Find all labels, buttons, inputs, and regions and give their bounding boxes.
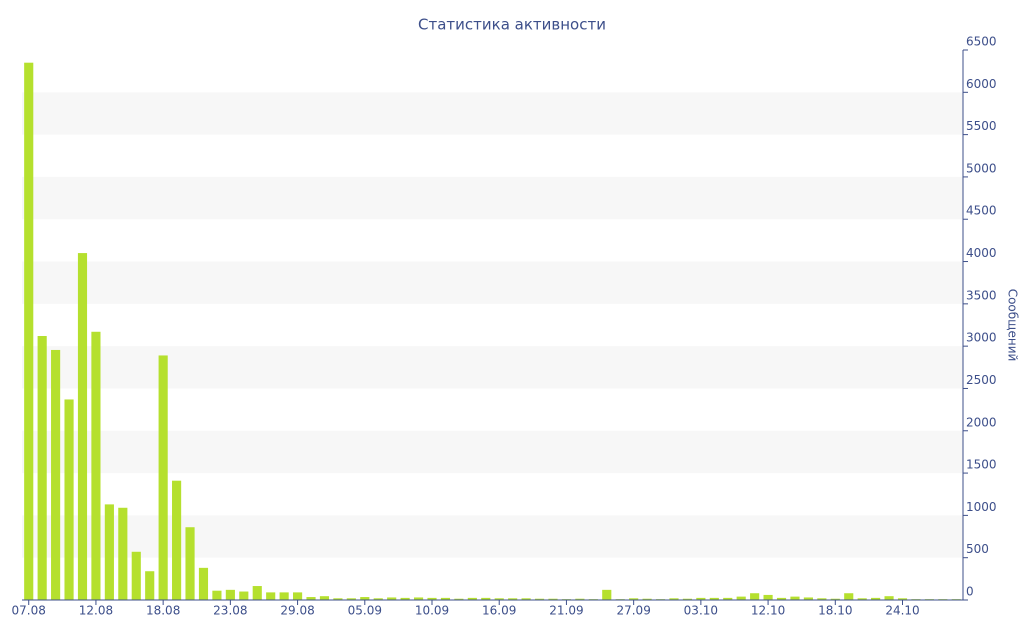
y-tick-label: 3500 <box>966 288 997 302</box>
x-tick-label: 07.08 <box>12 604 46 618</box>
bar <box>24 62 34 600</box>
x-tick-label: 18.10 <box>818 604 852 618</box>
y-tick-label: 4500 <box>966 204 997 218</box>
x-tick-label: 12.08 <box>79 604 113 618</box>
x-tick-label: 03.10 <box>684 604 718 618</box>
bar <box>333 598 343 600</box>
x-tick-label: 05.09 <box>348 604 382 618</box>
bar <box>696 597 706 600</box>
bar <box>37 336 47 600</box>
grid-band <box>22 261 963 304</box>
bar <box>830 598 840 600</box>
bar <box>709 597 719 600</box>
y-tick-label: 2000 <box>966 415 997 429</box>
bar <box>387 597 397 600</box>
bar <box>494 598 504 600</box>
bar <box>198 567 209 600</box>
bar <box>481 597 491 600</box>
bar <box>508 598 518 600</box>
bar <box>871 597 881 600</box>
y-tick-label: 5500 <box>966 119 997 133</box>
y-tick-label: 4000 <box>966 246 997 260</box>
y-tick-label: 5000 <box>966 161 997 175</box>
bar <box>64 399 74 600</box>
bar <box>266 592 276 600</box>
bar <box>131 551 141 600</box>
bar <box>467 597 477 600</box>
bar <box>118 507 128 600</box>
bar <box>736 596 746 600</box>
x-tick-label: 24.10 <box>885 604 919 618</box>
bar <box>682 598 692 600</box>
x-tick-label: 29.08 <box>280 604 314 618</box>
bar <box>857 598 867 600</box>
x-tick-label: 21.09 <box>549 604 583 618</box>
y-tick-label: 6000 <box>966 77 997 91</box>
y-tick-label: 500 <box>966 542 989 556</box>
bar <box>145 571 155 600</box>
bar <box>440 597 451 600</box>
grid-band <box>22 92 963 135</box>
x-tick-label: 18.08 <box>146 604 180 618</box>
bar <box>642 598 652 600</box>
bar <box>51 349 61 600</box>
x-tick-label: 10.09 <box>415 604 449 618</box>
bar <box>306 597 316 600</box>
bar <box>158 355 168 600</box>
x-tick-label: 16.09 <box>482 604 516 618</box>
bar <box>454 598 464 600</box>
bar <box>400 597 410 600</box>
grid-band <box>22 346 963 389</box>
y-tick-label: 3000 <box>966 331 997 345</box>
bar <box>319 596 330 600</box>
bar <box>427 597 437 600</box>
bar <box>548 598 558 600</box>
grid-band <box>22 176 963 220</box>
x-tick-label: 27.09 <box>616 604 650 618</box>
bar <box>77 253 88 601</box>
bar <box>225 589 235 600</box>
bar <box>629 598 639 600</box>
bar <box>346 598 356 600</box>
bar <box>534 598 545 600</box>
bar <box>884 596 894 600</box>
bar <box>763 594 773 600</box>
bar <box>602 589 612 600</box>
grid-band <box>22 430 963 474</box>
x-tick-label: 23.08 <box>213 604 247 618</box>
bar <box>104 504 114 600</box>
bar <box>521 598 531 600</box>
bar <box>373 598 383 600</box>
bar <box>279 592 289 600</box>
bar <box>360 597 370 600</box>
bar <box>750 593 760 600</box>
x-tick-label: 12.10 <box>751 604 785 618</box>
bar <box>293 592 303 600</box>
bar <box>212 590 222 600</box>
bar <box>669 598 679 600</box>
bar <box>817 598 827 600</box>
y-tick-label: 0 <box>966 585 974 599</box>
bar <box>776 597 787 600</box>
y-tick-label: 1000 <box>966 500 997 514</box>
bar <box>239 591 249 600</box>
bar <box>575 598 585 600</box>
bar <box>897 598 908 600</box>
y-tick-label: 1500 <box>966 458 997 472</box>
bar <box>844 593 854 600</box>
bar <box>185 527 195 600</box>
chart-title: Статистика активности <box>418 16 606 34</box>
y-tick-label: 6500 <box>966 35 997 49</box>
bar <box>91 331 101 600</box>
bar <box>803 597 813 600</box>
y-tick-label: 2500 <box>966 373 997 387</box>
y-axis-title: Сообщений <box>1006 289 1020 362</box>
bar <box>723 597 733 600</box>
bar <box>252 586 262 600</box>
bar <box>790 596 800 600</box>
bar <box>413 597 424 600</box>
bar <box>172 480 182 600</box>
